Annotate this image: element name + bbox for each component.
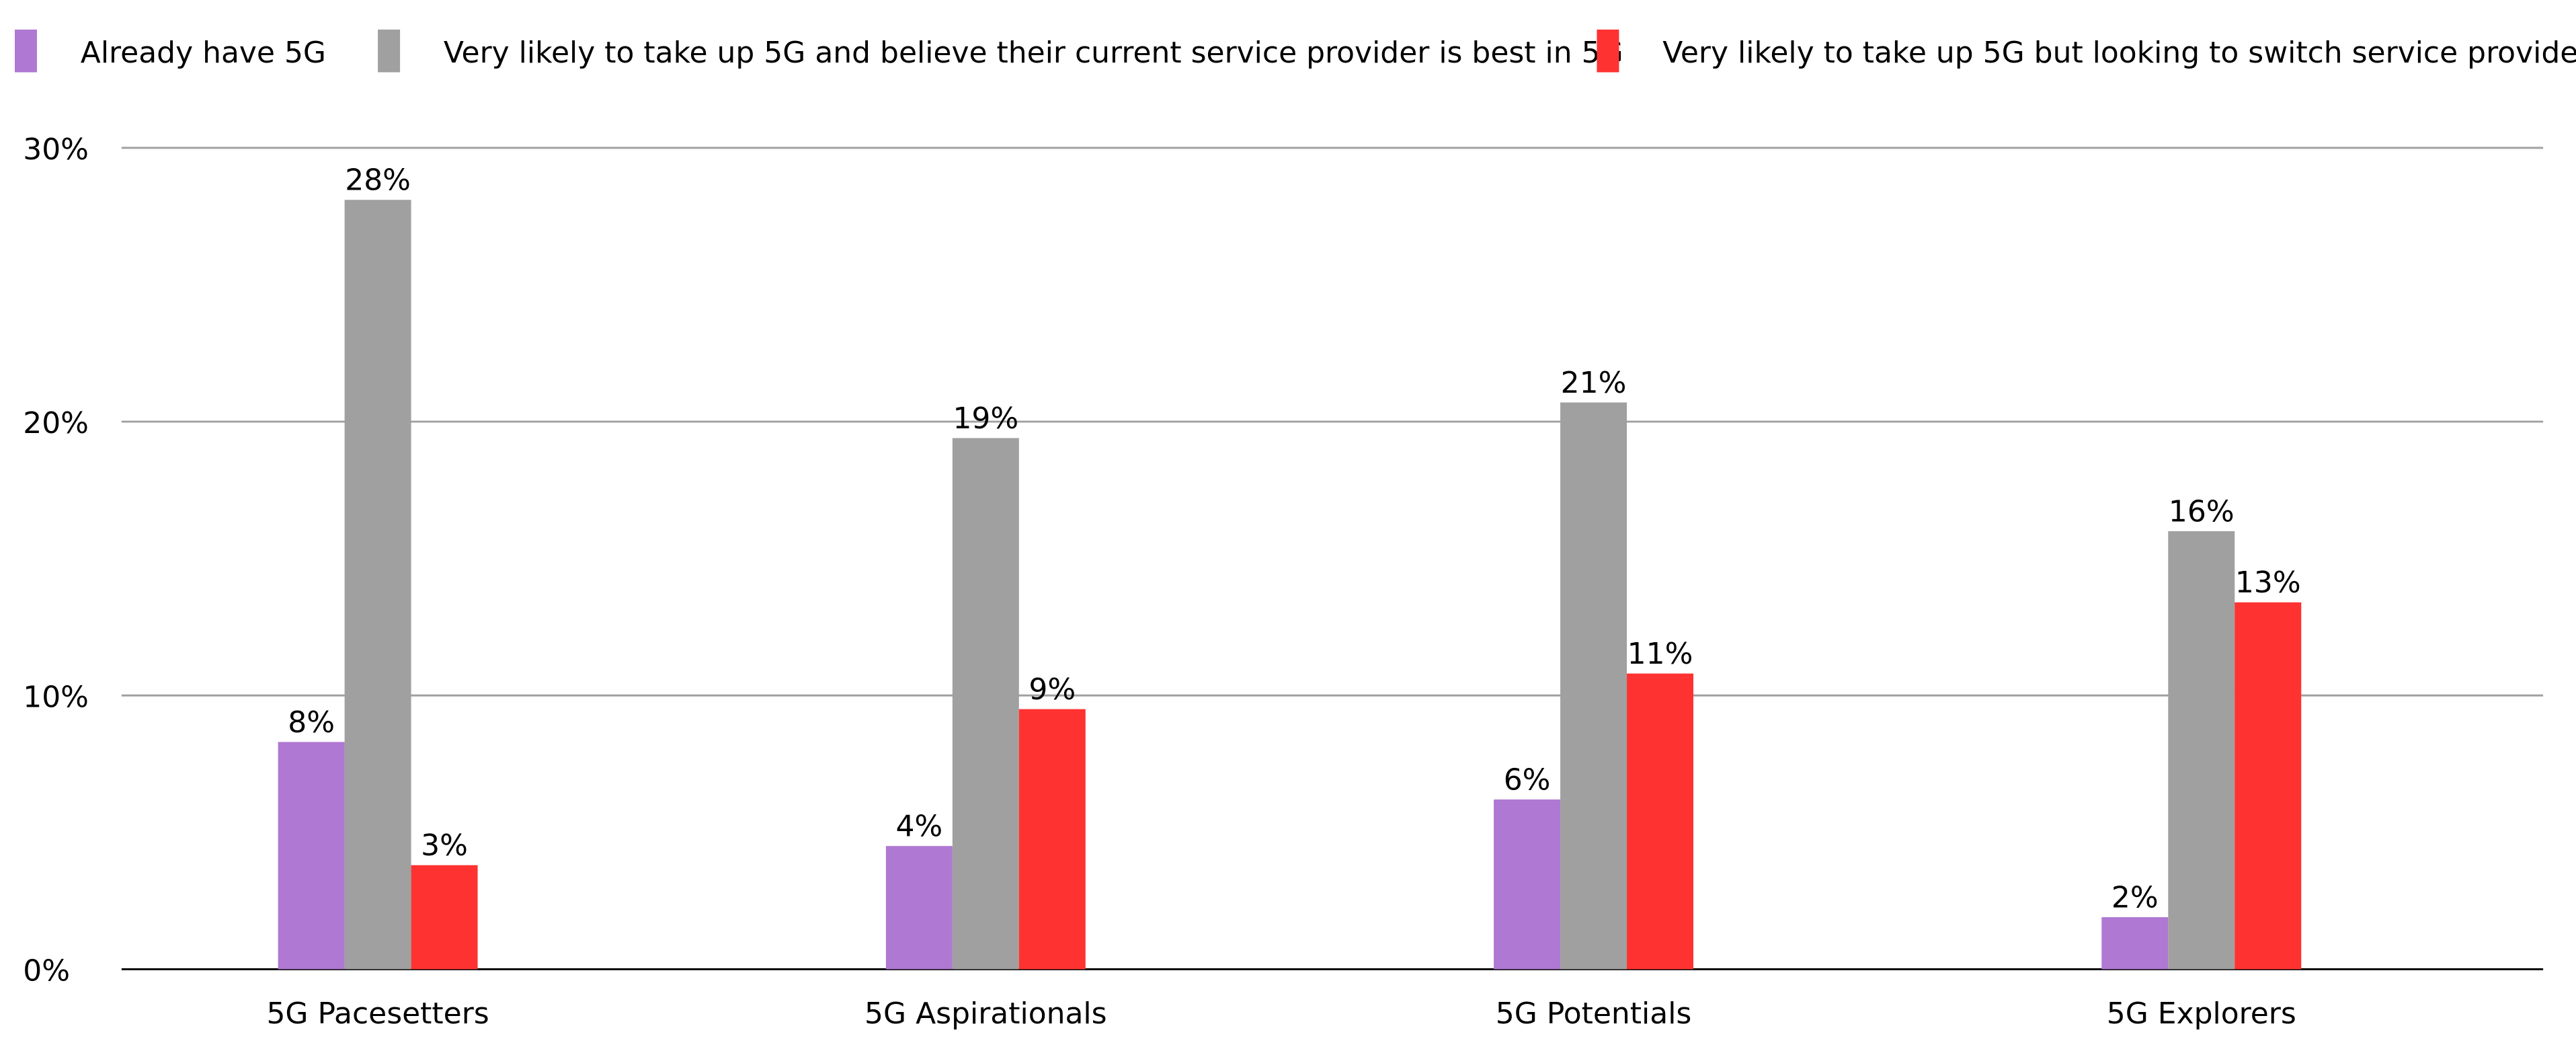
gridlines: 0% 10% 20% 30% (23, 132, 2544, 988)
y-tick-label: 10% (23, 680, 89, 714)
data-label: 9% (1029, 672, 1076, 707)
data-label: 6% (1504, 763, 1551, 797)
data-label: 28% (345, 163, 411, 198)
bar-1-1 (952, 438, 1019, 970)
bar-1-0 (885, 846, 953, 970)
bar-3-1 (2168, 531, 2235, 970)
category-label: 5G Potentials (1496, 997, 1692, 1031)
bar-0-1 (344, 200, 411, 970)
data-label: 11% (1627, 637, 1693, 671)
legend-label-1: Very likely to take up 5G and believe th… (444, 36, 1623, 70)
bar-1-2 (1018, 709, 1086, 970)
category-label: 5G Aspirationals (864, 997, 1107, 1031)
data-labels: 8% 28% 3% 4% 19% 9% 6% 21% 11% 2% 16% 13% (288, 163, 2300, 915)
legend-swatch-0 (14, 29, 37, 73)
legend-swatch-2 (1597, 29, 1619, 73)
data-label: 21% (1561, 366, 1627, 400)
data-label: 8% (288, 705, 335, 740)
bar-0-0 (278, 742, 345, 970)
data-label: 16% (2169, 494, 2235, 529)
legend-label-2: Very likely to take up 5G but looking to… (1662, 36, 2576, 70)
data-label: 4% (895, 810, 942, 844)
bar-2-1 (1560, 402, 1627, 970)
bar-3-0 (2101, 917, 2169, 970)
data-label: 2% (2111, 880, 2159, 914)
category-label: 5G Pacesetters (266, 997, 489, 1031)
bar-2-2 (1627, 673, 1694, 970)
y-tick-label: 0% (23, 954, 70, 988)
category-labels: 5G Pacesetters 5G Aspirationals 5G Potenti… (266, 997, 2296, 1031)
legend-label-0: Already have 5G (81, 36, 326, 70)
legend-swatch-1 (378, 29, 401, 73)
bar-2-0 (1494, 799, 1561, 970)
data-label: 13% (2235, 566, 2301, 600)
bar-3-2 (2235, 602, 2302, 970)
y-tick-label: 20% (23, 406, 89, 440)
data-label: 19% (953, 401, 1018, 436)
bars (278, 200, 2302, 970)
y-tick-label: 30% (23, 132, 89, 167)
data-label: 3% (421, 828, 468, 863)
legend: Already have 5G Very likely to take up 5G… (14, 29, 2576, 73)
bar-0-2 (411, 865, 478, 970)
category-label: 5G Explorers (2107, 997, 2296, 1031)
